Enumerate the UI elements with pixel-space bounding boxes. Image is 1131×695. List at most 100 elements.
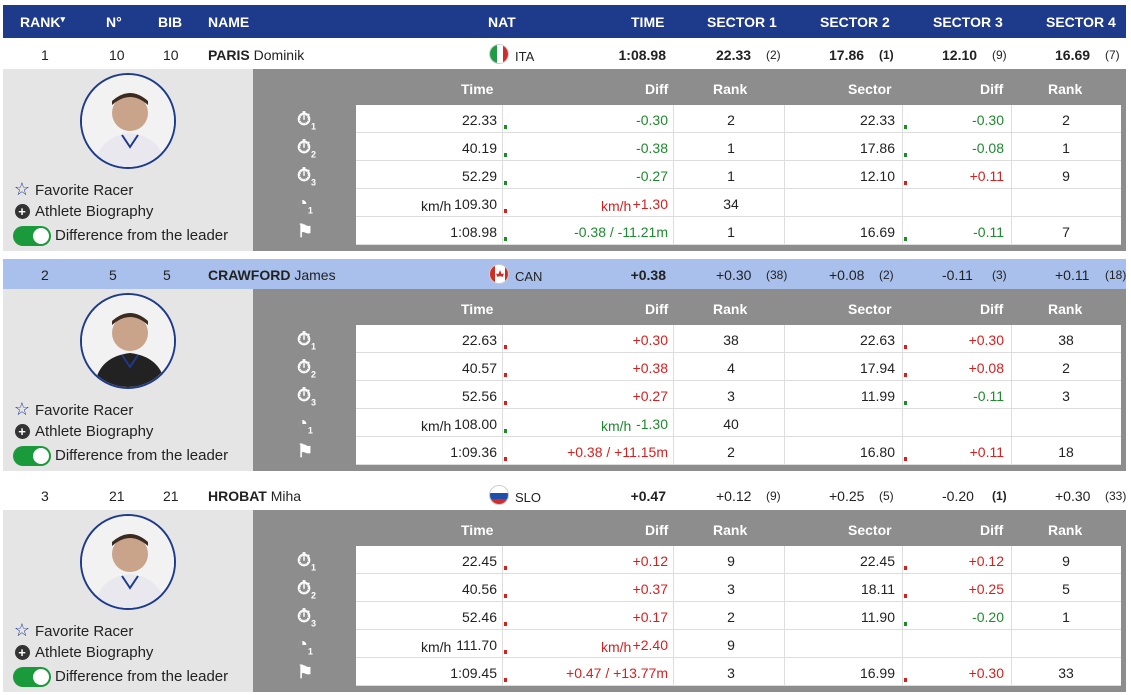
favorite-racer-link[interactable]: ☆ Favorite Racer bbox=[13, 179, 134, 199]
first-name: Miha bbox=[270, 488, 302, 504]
col-sector-header: Sector bbox=[848, 522, 892, 538]
bib: 5 bbox=[163, 267, 171, 283]
difference-toggle[interactable]: Difference from the leader bbox=[13, 226, 228, 246]
col-sector1: SECTOR 1 bbox=[707, 14, 777, 30]
difference-toggle[interactable]: Difference from the leader bbox=[13, 446, 228, 466]
trend-marker bbox=[904, 181, 907, 185]
trend-marker bbox=[904, 125, 907, 129]
sector-1-rank: (9) bbox=[766, 489, 781, 503]
col-sector-rank-header: Rank bbox=[1048, 301, 1083, 317]
total-time: 1:08.98 bbox=[618, 47, 666, 63]
split-rank: 9 bbox=[727, 553, 735, 569]
speed-gauge-icon: ◔1 bbox=[297, 193, 313, 216]
col-time-header: Time bbox=[461, 81, 494, 97]
col-diff-header: Diff bbox=[645, 81, 669, 97]
trend-marker bbox=[504, 457, 507, 461]
favorite-racer-link[interactable]: ☆ Favorite Racer bbox=[13, 399, 134, 419]
sector-rank: 33 bbox=[1058, 665, 1074, 681]
trend-marker bbox=[904, 153, 907, 157]
trend-marker bbox=[504, 345, 507, 349]
trend-marker bbox=[904, 566, 907, 570]
split-diff: -0.30 bbox=[636, 112, 668, 128]
athlete-card: ☆ Favorite Racer + Athlete Biography Diffe… bbox=[3, 510, 253, 692]
split-table: 22.45 +0.12 9 22.45 +0.12 9 40.56 +0.37 … bbox=[356, 546, 1121, 686]
col-rank[interactable]: RANK▾ bbox=[20, 14, 65, 30]
athlete-biography-link[interactable]: + Athlete Biography bbox=[13, 644, 153, 661]
finish-flag-icon: ⚑ bbox=[297, 221, 314, 241]
col-sector-diff-header: Diff bbox=[980, 301, 1004, 317]
athlete-biography-link[interactable]: + Athlete Biography bbox=[13, 423, 153, 440]
split-row: 40.57 +0.38 4 17.94 +0.08 2 bbox=[356, 353, 1121, 381]
stopwatch-icon: ⏱2 bbox=[297, 578, 317, 601]
split-row: km/h 109.30 km/h +1.30 34 bbox=[356, 189, 1121, 217]
split-time: 52.29 bbox=[461, 168, 497, 184]
first-name: James bbox=[294, 267, 336, 283]
trend-marker bbox=[504, 209, 507, 213]
stopwatch-icon: ⏱3 bbox=[297, 606, 317, 629]
split-time: 111.70 bbox=[456, 637, 497, 653]
sector-3-rank: (1) bbox=[992, 489, 1007, 503]
result-row[interactable]: 3 21 21 HROBAT Miha SLO +0.47 +0.12 (9) +0… bbox=[3, 480, 1126, 510]
unit-label: km/h bbox=[601, 639, 632, 655]
toggle-icon bbox=[13, 226, 51, 246]
sector-time: 16.80 bbox=[859, 444, 895, 460]
start-number: 21 bbox=[109, 488, 125, 504]
sector-diff: -0.08 bbox=[972, 140, 1004, 156]
sector-rank: 7 bbox=[1062, 224, 1070, 240]
finish-flag-icon: ⚑ bbox=[297, 662, 314, 682]
sector-3-rank: (9) bbox=[992, 48, 1007, 62]
split-rank: 2 bbox=[727, 609, 735, 625]
plus-circle-icon: + bbox=[13, 423, 31, 440]
col-rank-header: Rank bbox=[713, 522, 748, 538]
col-sector-rank-header: Rank bbox=[1048, 522, 1083, 538]
sector-diff: -0.20 bbox=[972, 609, 1004, 625]
sector-diff: -0.11 bbox=[973, 388, 1004, 404]
trend-marker bbox=[904, 401, 907, 405]
racer-name[interactable]: HROBAT Miha bbox=[208, 488, 301, 504]
sector-4-rank: (7) bbox=[1105, 48, 1120, 62]
racer-name[interactable]: PARIS Dominik bbox=[208, 47, 304, 63]
unit-label: km/h bbox=[421, 418, 452, 434]
star-icon: ☆ bbox=[13, 620, 31, 640]
bib: 10 bbox=[163, 47, 179, 63]
trend-marker bbox=[904, 678, 907, 682]
split-diff: -0.38 bbox=[636, 140, 668, 156]
nation-flag-icon bbox=[489, 44, 509, 64]
split-time: 40.56 bbox=[461, 581, 497, 597]
favorite-racer-link[interactable]: ☆ Favorite Racer bbox=[13, 620, 134, 640]
athlete-card: ☆ Favorite Racer + Athlete Biography Diffe… bbox=[3, 69, 253, 251]
sector-diff: +0.25 bbox=[968, 581, 1004, 597]
start-number: 10 bbox=[109, 47, 125, 63]
trend-marker bbox=[904, 373, 907, 377]
split-row: 1:09.36 +0.38 / +11.15m 2 16.80 +0.11 18 bbox=[356, 437, 1121, 465]
sector-rank: 38 bbox=[1058, 332, 1074, 348]
stopwatch-icon: ⏱2 bbox=[297, 357, 317, 380]
nation-code: ITA bbox=[515, 49, 535, 64]
result-row[interactable]: 1 10 10 PARIS Dominik ITA 1:08.98 22.33 (… bbox=[3, 39, 1126, 69]
sector-1-value: +0.30 bbox=[716, 267, 752, 283]
split-row: 52.29 -0.27 1 12.10 +0.11 9 bbox=[356, 161, 1121, 189]
split-time: 109.30 bbox=[454, 196, 497, 212]
split-rank: 3 bbox=[727, 388, 735, 404]
sector-3-rank: (3) bbox=[992, 268, 1007, 282]
trend-marker bbox=[904, 594, 907, 598]
sector-1-value: +0.12 bbox=[716, 488, 752, 504]
col-time: TIME bbox=[631, 14, 665, 30]
sector-1-rank: (38) bbox=[766, 268, 788, 282]
difference-toggle[interactable]: Difference from the leader bbox=[13, 667, 228, 687]
trend-marker bbox=[904, 237, 907, 241]
racer-name[interactable]: CRAWFORD James bbox=[208, 267, 336, 283]
split-rank: 1 bbox=[727, 168, 735, 184]
col-nat: NAT bbox=[488, 14, 516, 30]
col-rank-header: Rank bbox=[713, 81, 748, 97]
result-row[interactable]: 2 5 5 CRAWFORD James CAN +0.38 +0.30 (38)… bbox=[3, 259, 1126, 289]
athlete-biography-link[interactable]: + Athlete Biography bbox=[13, 203, 153, 220]
stopwatch-icon: ⏱3 bbox=[297, 165, 317, 188]
split-rank: 4 bbox=[727, 360, 735, 376]
sector-diff: -0.30 bbox=[972, 112, 1004, 128]
split-diff: +0.27 bbox=[632, 388, 668, 404]
avatar bbox=[80, 514, 176, 610]
split-row: 40.56 +0.37 3 18.11 +0.25 5 bbox=[356, 574, 1121, 602]
split-time: 22.45 bbox=[461, 553, 497, 569]
sector-4-value: +0.11 bbox=[1055, 267, 1090, 283]
